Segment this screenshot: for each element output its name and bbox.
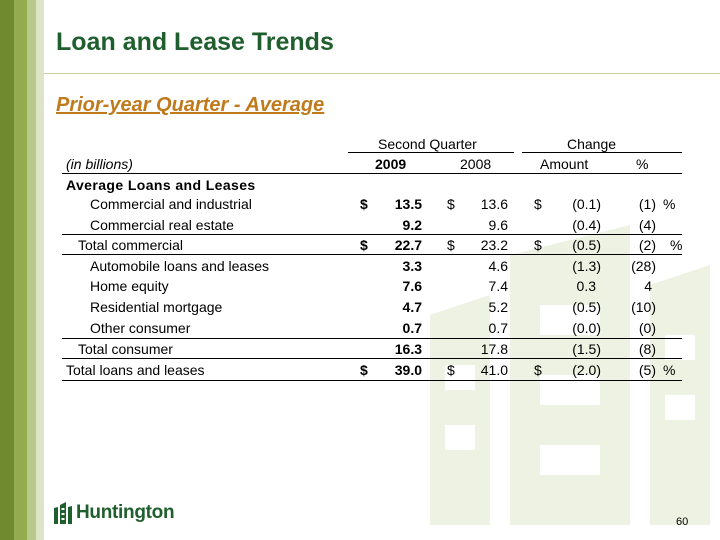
page-number: 60: [676, 516, 689, 528]
decorative-stripe: [14, 0, 27, 540]
change-amount: (0.5): [572, 299, 601, 315]
change-pct: (1): [638, 196, 656, 212]
row-rule: [62, 358, 682, 359]
header-underline: [522, 152, 682, 153]
value-2008: 41.0: [480, 362, 508, 378]
value-2008: 9.6: [488, 217, 508, 233]
change-pct: (5): [638, 362, 656, 378]
logo-text: Huntington: [76, 502, 175, 523]
dollar-sign: $: [534, 362, 542, 378]
units-label: (in billions): [66, 156, 133, 172]
change-amount: (0.5): [572, 237, 601, 253]
value-2008: 13.6: [480, 196, 508, 212]
slide-subtitle: Prior-year Quarter - Average: [56, 94, 325, 116]
header-rule: [62, 173, 682, 174]
row-label: Residential mortgage: [90, 299, 223, 315]
value-2008: 17.8: [480, 341, 508, 357]
value-2009: 9.2: [402, 217, 422, 233]
change-pct: 4: [644, 278, 652, 294]
col-header-2009: 2009: [375, 156, 407, 172]
value-2008: 0.7: [488, 320, 508, 336]
huntington-logo: Huntington: [54, 502, 175, 524]
row-rule: [62, 338, 682, 339]
change-amount: 0.3: [576, 278, 596, 294]
row-label: Automobile loans and leases: [90, 258, 270, 274]
row-label: Commercial real estate: [90, 217, 234, 233]
value-2009: 3.3: [402, 258, 422, 274]
dollar-sign: $: [447, 362, 455, 378]
change-pct: (28): [631, 258, 656, 274]
header-underline: [348, 152, 514, 153]
value-2009: 4.7: [402, 299, 422, 315]
value-2009: 39.0: [394, 362, 422, 378]
value-2008: 5.2: [488, 299, 508, 315]
header-change: Change: [567, 136, 617, 152]
dollar-sign: $: [360, 362, 368, 378]
header-second-quarter: Second Quarter: [378, 136, 477, 152]
change-amount: (2.0): [572, 362, 601, 378]
dollar-sign: $: [534, 196, 542, 212]
row-label: Total consumer: [78, 341, 173, 357]
watermark-logo-graphic: [430, 225, 710, 525]
row-label: Total commercial: [78, 237, 184, 253]
table-bottom-rule: [62, 380, 682, 381]
value-2009: 0.7: [402, 320, 422, 336]
decorative-stripe: [36, 0, 44, 540]
row-label: Commercial and industrial: [90, 196, 252, 212]
value-2008: 23.2: [480, 237, 508, 253]
dollar-sign: $: [447, 237, 455, 253]
section-label: Average Loans and Leases: [66, 177, 256, 193]
percent-sign: %: [663, 196, 676, 212]
percent-sign: %: [663, 362, 676, 378]
value-2009: 16.3: [394, 341, 422, 357]
value-2009: 13.5: [394, 196, 422, 212]
row-label: Other consumer: [90, 320, 191, 336]
huntington-logo-icon: [54, 502, 72, 524]
value-2009: 22.7: [394, 237, 422, 253]
change-amount: (0.0): [572, 320, 601, 336]
decorative-stripe: [27, 0, 36, 540]
value-2008: 4.6: [488, 258, 508, 274]
value-2008: 7.4: [488, 278, 508, 294]
change-pct: (4): [638, 217, 656, 233]
slide-title: Loan and Lease Trends: [56, 28, 334, 56]
row-rule: [62, 254, 682, 255]
percent-sign: %: [670, 237, 683, 253]
col-header-amount: Amount: [540, 156, 589, 172]
row-label: Total loans and leases: [66, 362, 205, 378]
col-header-pct: %: [636, 156, 649, 172]
decorative-stripe: [0, 0, 14, 540]
dollar-sign: $: [360, 196, 368, 212]
change-pct: (2): [638, 237, 656, 253]
change-amount: (0.1): [572, 196, 601, 212]
value-2009: 7.6: [402, 278, 422, 294]
dollar-sign: $: [360, 237, 368, 253]
change-pct: (0): [638, 320, 656, 336]
title-divider: [44, 73, 720, 74]
change-amount: (1.5): [572, 341, 601, 357]
dollar-sign: $: [447, 196, 455, 212]
dollar-sign: $: [534, 237, 542, 253]
change-amount: (0.4): [572, 217, 601, 233]
change-pct: (8): [638, 341, 656, 357]
col-header-2008: 2008: [460, 156, 492, 172]
change-amount: (1.3): [572, 258, 601, 274]
change-pct: (10): [631, 299, 656, 315]
row-rule: [62, 234, 682, 235]
row-label: Home equity: [90, 278, 169, 294]
